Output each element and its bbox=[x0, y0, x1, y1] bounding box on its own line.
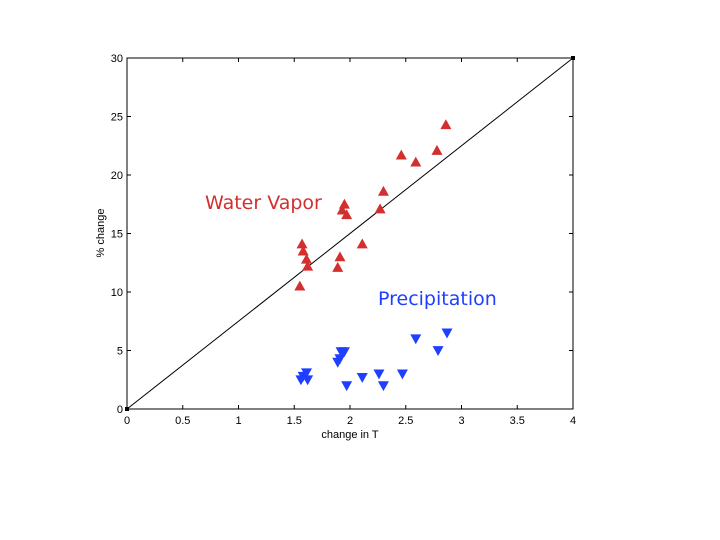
water-vapor-point bbox=[302, 260, 314, 271]
water-vapor-point bbox=[377, 185, 389, 196]
x-tick-label: 0.5 bbox=[175, 415, 190, 427]
water-vapor-point bbox=[395, 149, 407, 160]
precipitation-point bbox=[338, 347, 350, 358]
x-tick-label: 4 bbox=[570, 415, 576, 427]
water-vapor-point bbox=[338, 198, 350, 209]
water-vapor-point bbox=[297, 245, 309, 256]
water-vapor-point bbox=[296, 238, 308, 249]
precipitation-point bbox=[410, 334, 422, 345]
y-tick-label: 25 bbox=[111, 112, 123, 124]
reference-line bbox=[126, 57, 574, 410]
y-tick-label: 15 bbox=[111, 229, 123, 241]
y-tick-label: 0 bbox=[117, 404, 123, 416]
x-tick-label: 2 bbox=[347, 415, 353, 427]
water-vapor-point bbox=[336, 204, 348, 215]
water-vapor-annotation: Water Vapor bbox=[205, 192, 322, 214]
water-vapor-point bbox=[440, 119, 452, 130]
water-vapor-point bbox=[431, 144, 443, 155]
y-tick-label: 20 bbox=[111, 170, 123, 182]
x-tick-label: 0 bbox=[124, 415, 130, 427]
y-axis-title: % change bbox=[95, 209, 107, 258]
y-tick-label: 30 bbox=[111, 53, 123, 65]
x-axis-title: change in T bbox=[321, 429, 379, 441]
x-tick-label: 3 bbox=[458, 415, 464, 427]
water-vapor-point bbox=[334, 251, 346, 262]
precipitation-annotation: Precipitation bbox=[378, 288, 497, 310]
precipitation-point bbox=[301, 368, 313, 379]
water-vapor-point bbox=[341, 209, 353, 220]
water-vapor-point bbox=[374, 203, 386, 214]
axis-ticks: 0 0.5 1 1.5 2 2.5 3 3.5 4 0 5 10 15 20 25 30 bbox=[111, 53, 576, 427]
water-vapor-point bbox=[301, 253, 313, 264]
water-vapor-point bbox=[294, 280, 306, 291]
precipitation-point bbox=[441, 328, 453, 339]
x-tick-label: 1.5 bbox=[287, 415, 302, 427]
precipitation-point bbox=[302, 375, 314, 386]
y-tick-label: 5 bbox=[117, 346, 123, 358]
x-tick-label: 2.5 bbox=[398, 415, 413, 427]
y-tick-label: 10 bbox=[111, 287, 123, 299]
precipitation-point bbox=[432, 346, 444, 356]
water-vapor-point bbox=[356, 238, 368, 249]
water-vapor-point bbox=[332, 261, 344, 272]
data-markers bbox=[294, 119, 453, 392]
precipitation-point bbox=[377, 381, 389, 392]
precipitation-point bbox=[356, 373, 368, 383]
water-vapor-point bbox=[410, 156, 422, 167]
precipitation-point bbox=[341, 381, 353, 392]
precipitation-point bbox=[396, 369, 408, 380]
precipitation-point bbox=[373, 369, 385, 380]
x-tick-label: 3.5 bbox=[510, 415, 525, 427]
precipitation-point bbox=[334, 354, 346, 365]
x-tick-label: 1 bbox=[235, 415, 241, 427]
